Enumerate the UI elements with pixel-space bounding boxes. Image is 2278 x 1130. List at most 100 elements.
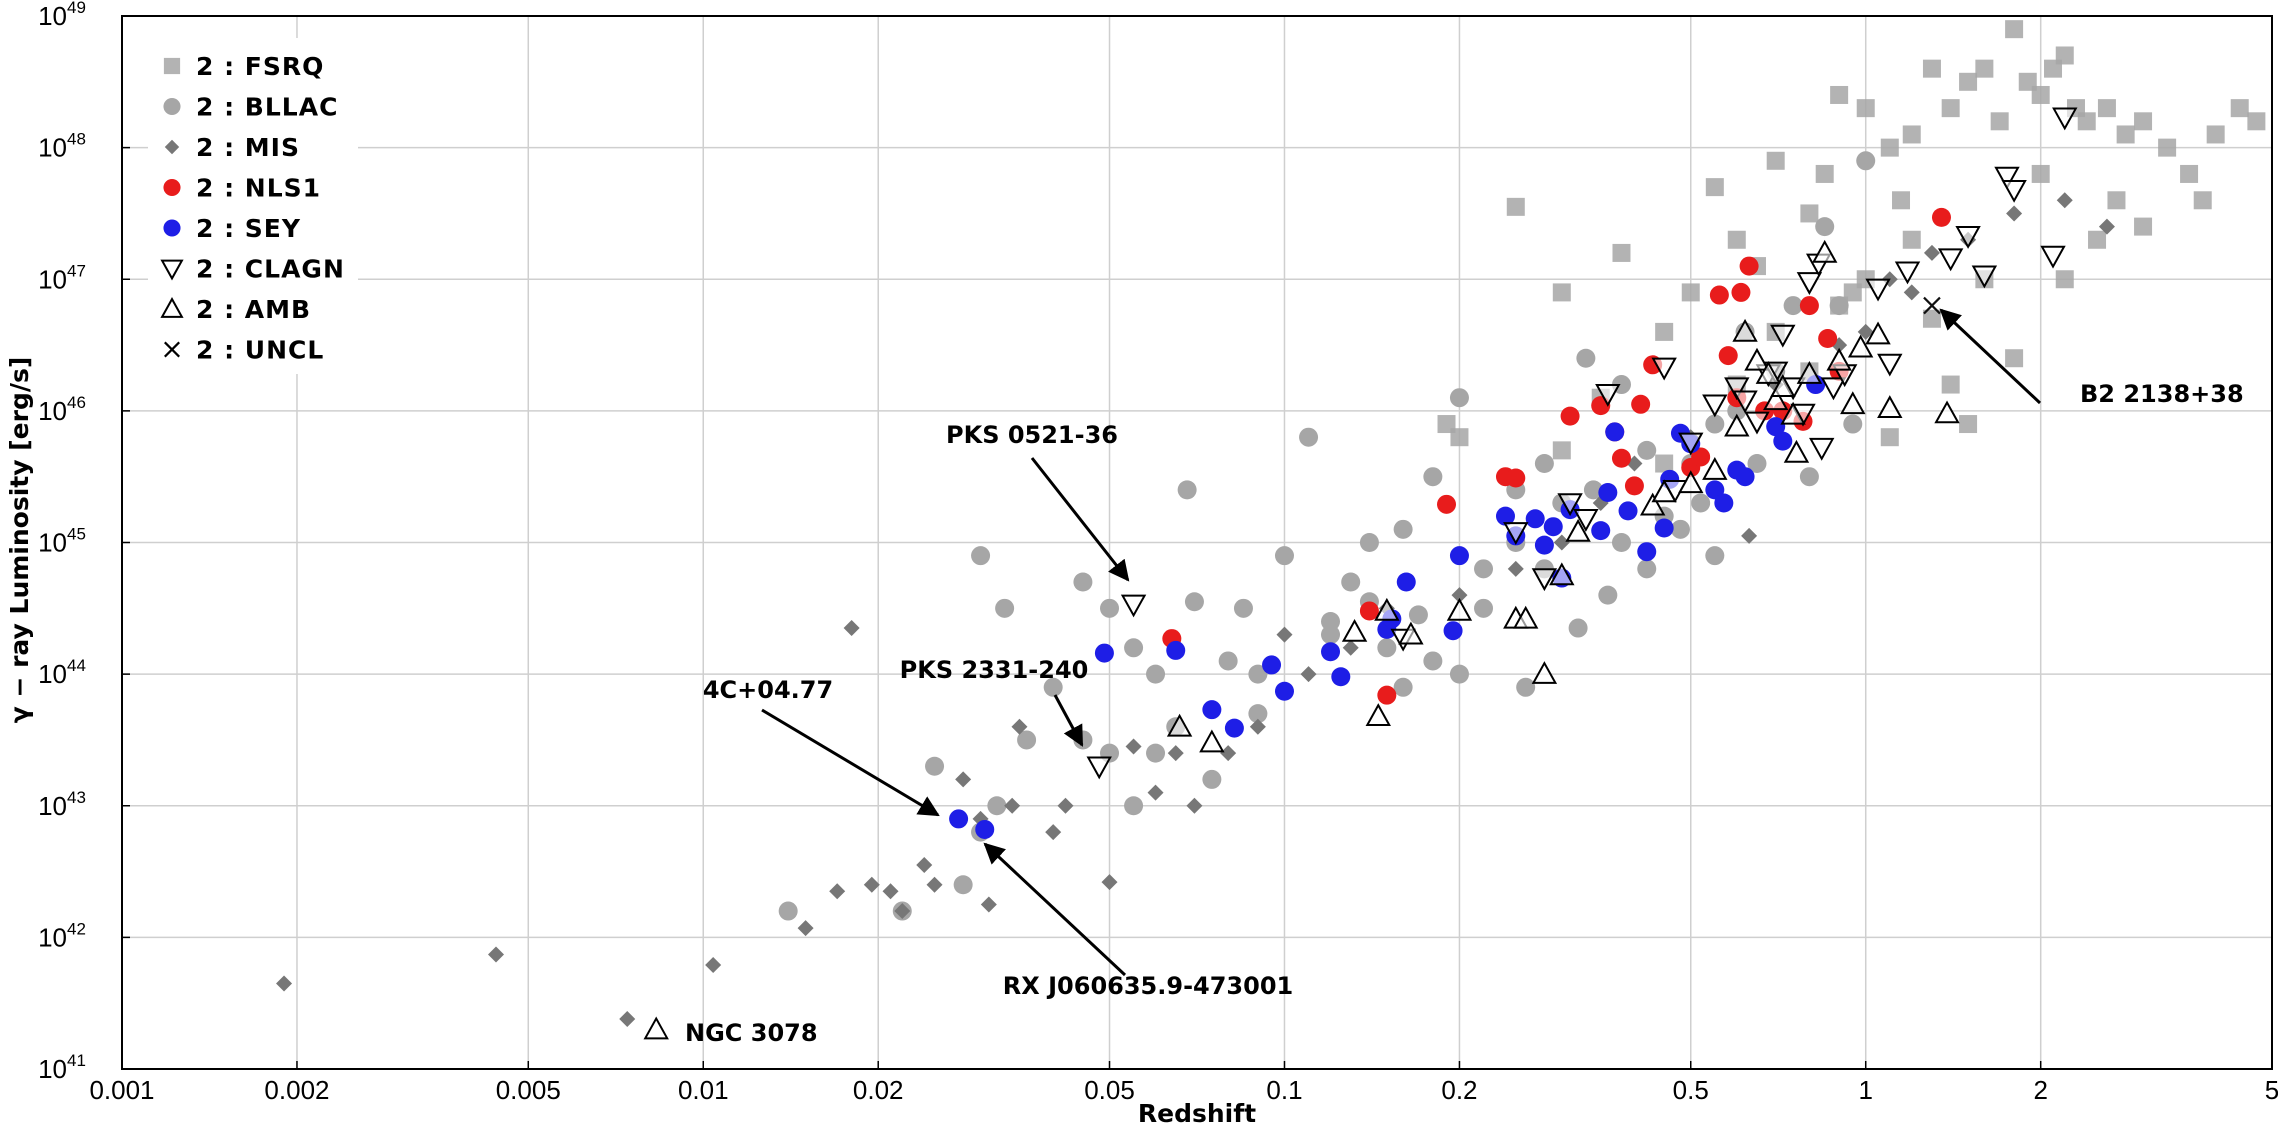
point-fsrq	[2107, 191, 2126, 210]
point-fsrq	[1552, 441, 1571, 460]
point-fsrq	[2247, 112, 2266, 131]
legend-entry: 2 : SEY	[196, 214, 301, 243]
point-nls1	[1624, 476, 1644, 496]
point-amb	[1744, 347, 1770, 371]
annotation-arrow	[1030, 457, 1130, 582]
y-tick-exponent: 48	[67, 130, 86, 149]
point-sey	[1443, 621, 1463, 641]
point-sey	[949, 809, 969, 829]
point-nls1	[1691, 447, 1711, 467]
point-fsrq	[2134, 217, 2153, 236]
point-mis	[1903, 284, 1920, 301]
point-sey	[1714, 493, 1734, 513]
point-mis	[882, 883, 899, 900]
point-bllac	[1393, 519, 1413, 539]
point-bllac	[1637, 440, 1657, 460]
y-tick-base: 10	[38, 264, 67, 294]
point-amb	[1549, 562, 1575, 586]
point-amb	[1639, 492, 1666, 516]
legend-marker	[160, 259, 184, 281]
point-fsrq	[2097, 99, 2116, 118]
legend-marker	[160, 297, 184, 318]
point-amb	[1877, 395, 1903, 419]
point-sey	[1321, 642, 1341, 662]
point-bllac	[1568, 618, 1588, 638]
point-bllac	[1359, 533, 1379, 552]
x-tick-label: 0.02	[853, 1075, 904, 1105]
point-nls1	[1377, 685, 1397, 705]
point-fsrq	[1880, 428, 1899, 447]
x-tick-label: 0.2	[1441, 1075, 1477, 1105]
point-fsrq	[2158, 138, 2177, 157]
point-bllac	[1611, 533, 1631, 552]
legend-entry: 2 : NLS1	[196, 174, 321, 203]
point-mis	[2006, 205, 2023, 222]
point-amb	[1755, 360, 1782, 384]
point-fsrq	[1990, 112, 2009, 131]
point-sey	[1202, 700, 1222, 720]
point-bllac	[778, 901, 798, 921]
point-mis	[1276, 626, 1293, 643]
y-tick-label: 1042	[38, 919, 86, 952]
point-sey	[1166, 640, 1186, 660]
x-tick-label: 0.002	[264, 1075, 329, 1105]
legend-marker	[164, 139, 180, 155]
point-bllac	[987, 796, 1007, 816]
y-tick-label: 1044	[38, 656, 86, 689]
point-fsrq	[1830, 85, 1849, 104]
point-nls1	[1739, 256, 1759, 276]
point-nls1	[1718, 346, 1738, 366]
point-clagn	[1573, 509, 1599, 532]
point-nls1	[1709, 285, 1729, 305]
legend-entry: 2 : CLAGN	[196, 255, 345, 284]
y-tick-label: 1046	[38, 393, 86, 426]
point-bllac	[1449, 388, 1469, 408]
point-bllac	[1449, 664, 1469, 684]
point-bllac	[1705, 546, 1725, 566]
point-fsrq	[2193, 191, 2212, 210]
legend-marker	[164, 341, 180, 358]
point-amb	[1398, 621, 1424, 645]
point-clagn	[1809, 437, 1835, 461]
point-amb	[1780, 401, 1806, 425]
annotation-label: NGC 3078	[685, 1019, 818, 1047]
point-fsrq	[1681, 283, 1700, 302]
point-bllac	[1321, 625, 1341, 645]
point-fsrq	[1552, 283, 1571, 302]
point-bllac	[1670, 519, 1690, 539]
point-sey	[1262, 655, 1282, 675]
point-bllac	[1393, 677, 1413, 697]
x-tick-label: 2	[2033, 1075, 2047, 1105]
point-bllac	[1124, 638, 1144, 658]
point-amb	[1341, 618, 1368, 642]
point-mis	[894, 903, 911, 920]
point-nls1	[1631, 394, 1651, 414]
point-bllac	[1184, 592, 1204, 612]
point-fsrq	[1902, 125, 1921, 144]
point-fsrq	[1815, 164, 1834, 183]
annotation-arrow	[1053, 694, 1084, 747]
point-mis	[276, 975, 293, 992]
x-tick-label: 1	[1858, 1075, 1872, 1105]
point-clagn	[1971, 265, 1998, 289]
y-tick-exponent: 44	[67, 656, 86, 675]
point-mis	[980, 896, 997, 913]
legend-entry: 2 : AMB	[196, 295, 311, 324]
point-clagn	[1678, 432, 1704, 456]
point-amb	[1565, 518, 1591, 542]
point-bllac	[971, 546, 991, 566]
point-amb	[643, 1016, 669, 1040]
point-sey	[1224, 718, 1244, 738]
point-bllac	[1100, 598, 1120, 618]
point-nls1	[1560, 406, 1580, 426]
point-bllac	[1856, 151, 1876, 171]
point-amb	[1732, 318, 1758, 342]
point-fsrq	[2077, 112, 2096, 131]
y-tick-label: 1047	[38, 261, 86, 294]
y-tick-base: 10	[38, 922, 67, 952]
point-clagn	[1531, 568, 1558, 592]
point-bllac	[1377, 638, 1397, 658]
point-clagn	[1865, 278, 1891, 302]
point-bllac	[1299, 427, 1319, 447]
point-bllac	[1583, 480, 1603, 500]
